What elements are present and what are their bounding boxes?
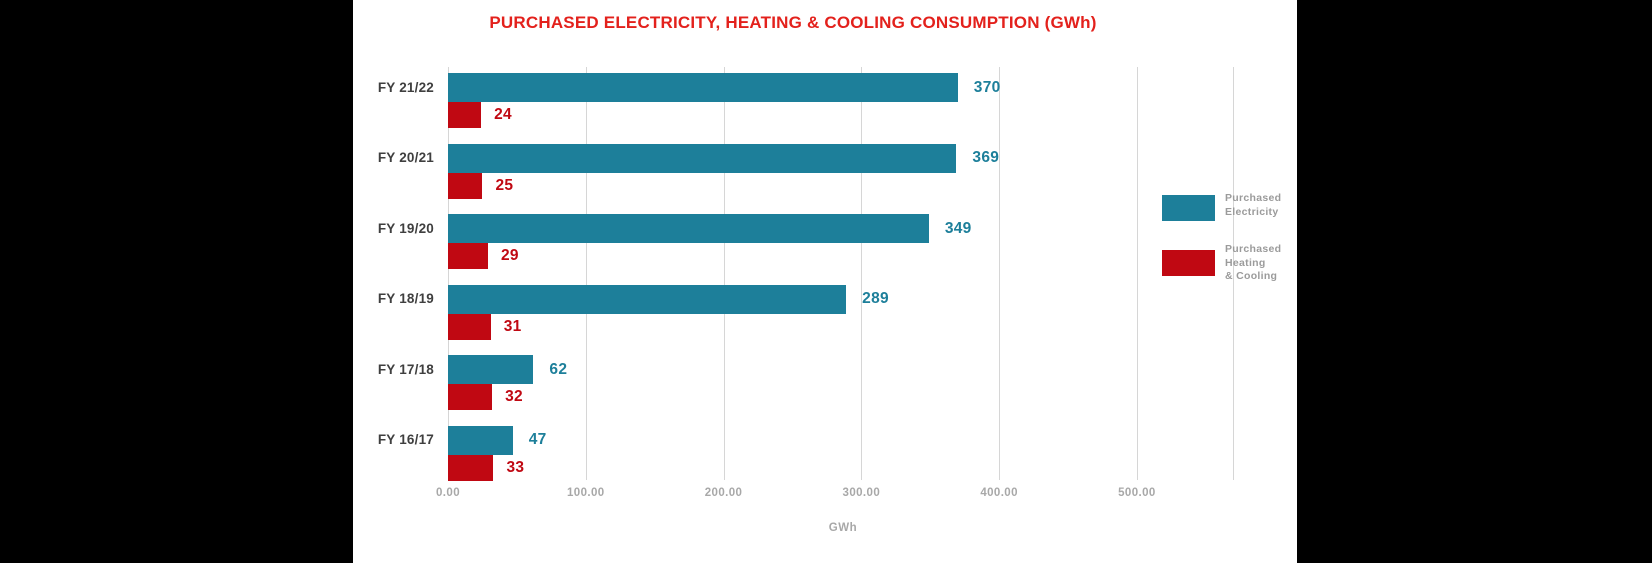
heating-bar: [448, 172, 483, 199]
x-tick-label: 500.00: [1118, 487, 1156, 499]
plot-right-border: [1233, 67, 1234, 480]
heating-value-label: 29: [500, 247, 519, 264]
x-tick-label: 100.00: [566, 487, 605, 499]
heating-value-label: 31: [503, 317, 522, 335]
chart-title: PURCHASED ELECTRICITY, HEATING & COOLING…: [489, 13, 1097, 32]
electricity-value-label: 369: [972, 149, 1000, 166]
electricity-value-label: 370: [973, 78, 1001, 96]
electricity-value-label: 289: [862, 290, 889, 307]
electricity-bar: [448, 73, 958, 102]
x-tick-label: 200.00: [704, 487, 743, 499]
heating-value-label: 25: [495, 176, 514, 194]
electricity-value-label: 349: [944, 219, 972, 237]
electricity-value-label: 47: [528, 431, 547, 448]
legend-label: Purchased Electricity: [1225, 192, 1282, 218]
chart-panel: PURCHASED ELECTRICITY, HEATING & COOLING…: [353, 0, 1297, 563]
heating-bar: [448, 313, 491, 340]
electricity-bar: [448, 143, 957, 173]
category-label: FY 17/18: [377, 361, 434, 377]
heating-value-label: 32: [505, 388, 523, 405]
category-label: FY 20/21: [377, 150, 434, 165]
gridline: [1136, 67, 1138, 480]
heating-value-label: 24: [494, 106, 512, 123]
electricity-bar: [448, 425, 513, 455]
heating-bar: [448, 454, 494, 481]
electricity-bar: [448, 214, 929, 243]
legend-swatch: [1162, 195, 1215, 221]
electricity-value-label: 62: [549, 360, 568, 378]
x-tick-label: 400.00: [980, 487, 1018, 499]
gridline: [999, 67, 1001, 480]
electricity-bar: [448, 355, 534, 384]
heating-bar: [448, 384, 493, 410]
gridline: [861, 67, 863, 480]
gridline: [585, 67, 587, 480]
category-label: FY 21/22: [377, 79, 434, 95]
category-label: FY 16/17: [377, 432, 434, 447]
heating-value-label: 33: [506, 458, 525, 476]
gridline: [448, 67, 449, 480]
category-label: FY 18/19: [377, 291, 434, 306]
category-label: FY 19/20: [377, 220, 434, 236]
x-axis-title: GWh: [828, 522, 858, 534]
legend-swatch: [1162, 250, 1215, 276]
heating-bar: [448, 243, 488, 269]
x-tick-label: 300.00: [842, 487, 881, 499]
gridline: [723, 67, 725, 480]
electricity-bar: [448, 284, 847, 314]
x-tick-label: 0.00: [436, 487, 460, 499]
legend-label: Purchased Heating & Cooling: [1225, 243, 1282, 282]
heating-bar: [448, 102, 482, 128]
